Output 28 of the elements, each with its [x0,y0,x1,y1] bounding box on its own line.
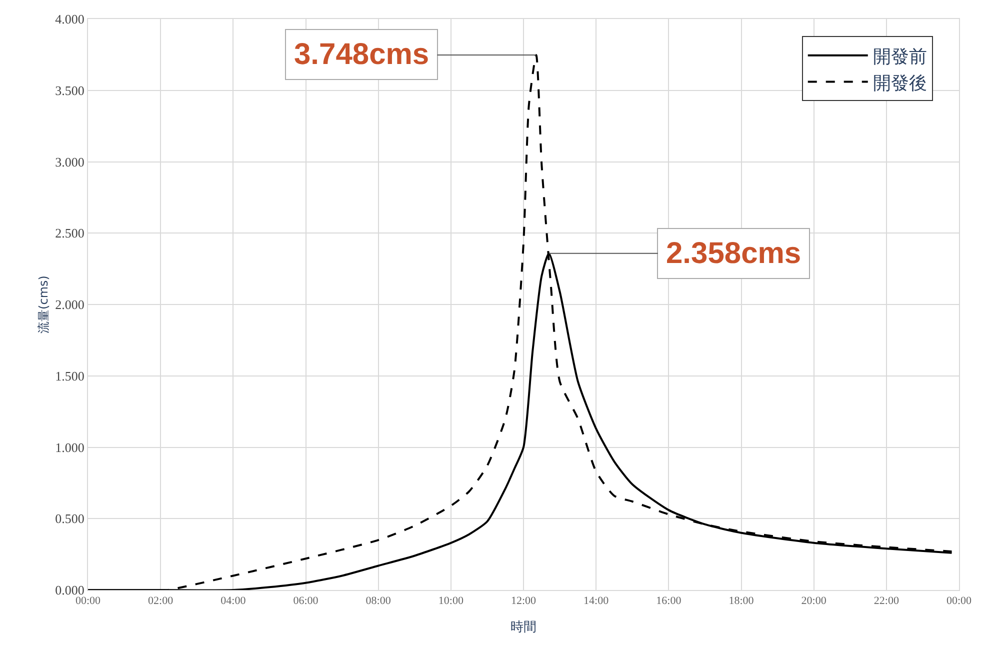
x-tick-label: 20:00 [801,595,827,608]
x-tick-label: 02:00 [148,595,174,608]
x-axis-title: 時間 [510,620,536,635]
x-tick-label: 22:00 [874,595,900,608]
x-tick-label: 14:00 [584,595,610,608]
y-axis-title: 流量(cms) [36,276,50,334]
y-tick-label: 4.000 [55,12,84,27]
x-tick-label: 18:00 [728,595,754,608]
x-tick-label: 16:00 [656,595,682,608]
x-tick-label: 06:00 [293,595,319,608]
y-tick-label: 2.000 [55,297,84,312]
y-tick-label: 3.000 [55,154,84,170]
y-tick-label: 1.500 [55,368,84,384]
x-tick-label: 08:00 [366,595,392,608]
x-tick-label: 10:00 [438,595,464,608]
legend-label: 開發前 [872,46,927,68]
annotation: 2.358cms [666,237,802,270]
y-tick-label: 1.000 [55,440,84,455]
annotation: 3.748cms [294,38,430,71]
y-tick-label: 0.500 [55,511,84,526]
x-tick-label: 00:00 [946,595,972,608]
x-tick-label: 00:00 [75,595,102,608]
x-tick-label: 12:00 [510,595,537,608]
x-tick-label: 04:00 [220,595,246,608]
legend-label: 開發後 [872,72,927,94]
y-tick-label: 3.500 [55,82,84,98]
y-tick-label: 2.500 [55,226,84,241]
y-tick-label: 0.000 [55,582,84,598]
